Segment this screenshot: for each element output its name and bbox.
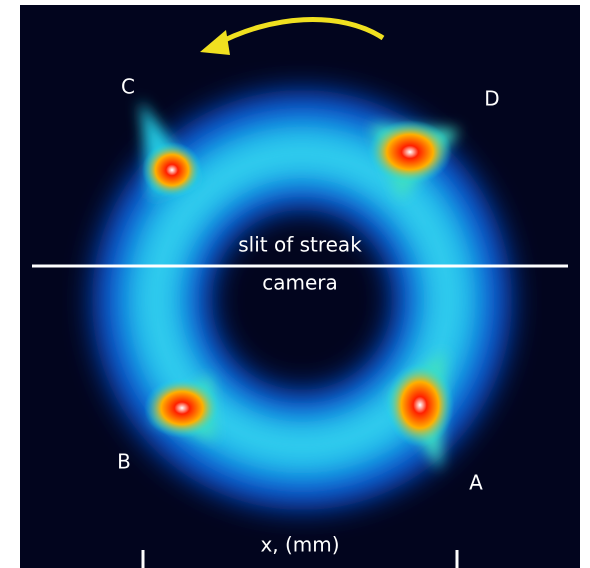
slit-label: slit of streak bbox=[238, 233, 362, 257]
figure: C D B A slit of streak camera x, (mm) bbox=[0, 0, 590, 568]
point-label: D bbox=[484, 87, 499, 111]
axis-label: x, (mm) bbox=[260, 533, 339, 557]
point-label: A bbox=[469, 471, 483, 495]
slit-label: camera bbox=[262, 271, 338, 295]
point-label: B bbox=[117, 450, 131, 474]
point-label: C bbox=[121, 75, 135, 99]
